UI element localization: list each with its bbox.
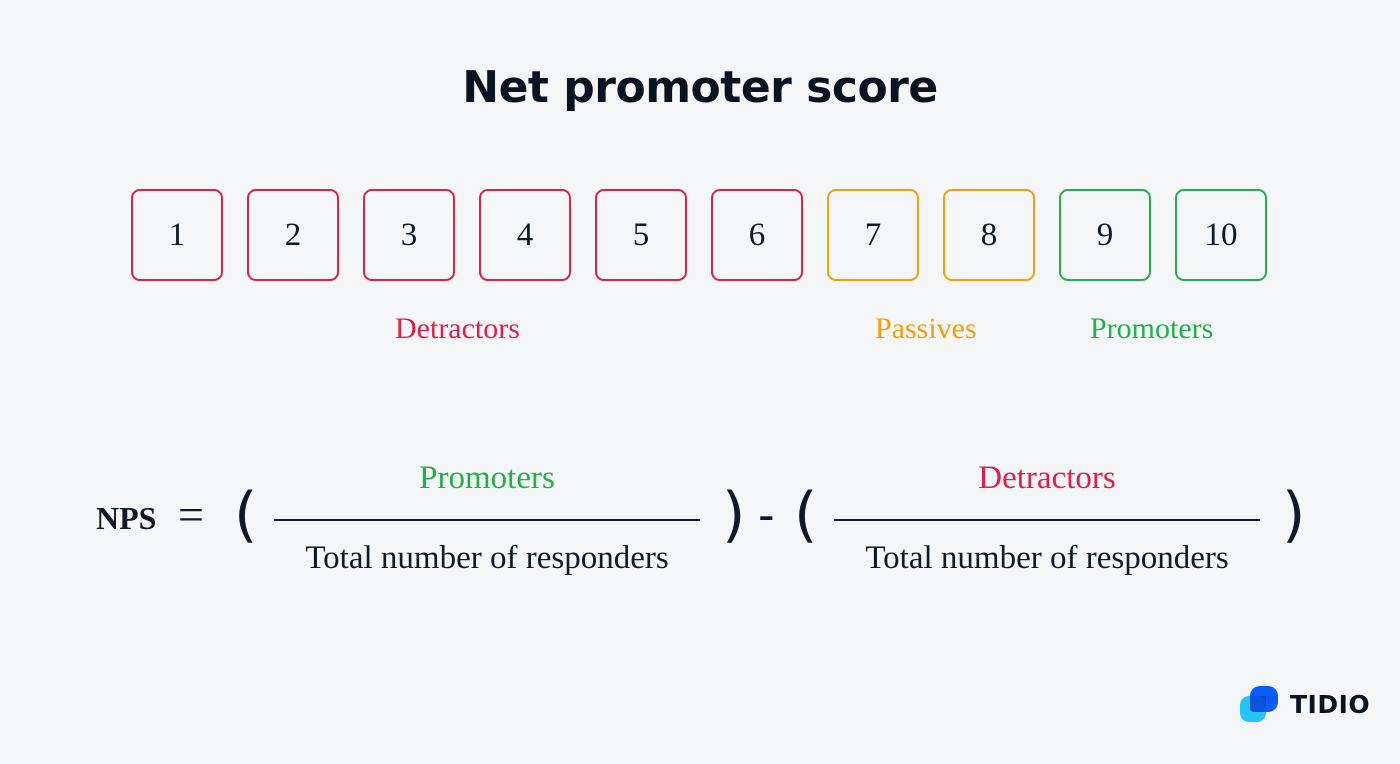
score-box-3: 3 — [363, 189, 455, 281]
score-box-10: 10 — [1175, 189, 1267, 281]
fraction-line-right — [834, 519, 1260, 521]
formula-numerator-detractors: Detractors — [978, 460, 1116, 496]
score-box-5: 5 — [595, 189, 687, 281]
formula-open-paren-right: ( — [794, 480, 818, 550]
score-box-7: 7 — [827, 189, 919, 281]
tidio-logo-icon — [1240, 686, 1278, 722]
score-box-4: 4 — [479, 189, 571, 281]
score-box-2: 2 — [247, 189, 339, 281]
score-box-9: 9 — [1059, 189, 1151, 281]
formula-denominator-right: Total number of responders — [865, 540, 1229, 576]
formula-denominator-left: Total number of responders — [305, 540, 669, 576]
promoters-label: Promoters — [1090, 312, 1214, 345]
score-box-6: 6 — [711, 189, 803, 281]
formula-nps: NPS — [96, 500, 157, 536]
formula-close-paren-left: ) — [722, 480, 746, 550]
formula-open-paren-left: ( — [234, 480, 258, 550]
formula-close-paren-right: ) — [1282, 480, 1306, 550]
score-box-1: 1 — [131, 189, 223, 281]
formula-minus: - — [758, 488, 775, 542]
page-title: Net promoter score — [462, 62, 938, 113]
fraction-line-left — [274, 519, 700, 521]
passives-label: Passives — [875, 312, 977, 345]
detractors-label: Detractors — [395, 312, 520, 345]
tidio-logo-text: TIDIO — [1290, 689, 1371, 719]
formula-equals: = — [178, 489, 204, 540]
formula-numerator-promoters: Promoters — [419, 460, 555, 496]
tidio-logo: TIDIO — [1240, 686, 1370, 722]
score-box-8: 8 — [943, 189, 1035, 281]
